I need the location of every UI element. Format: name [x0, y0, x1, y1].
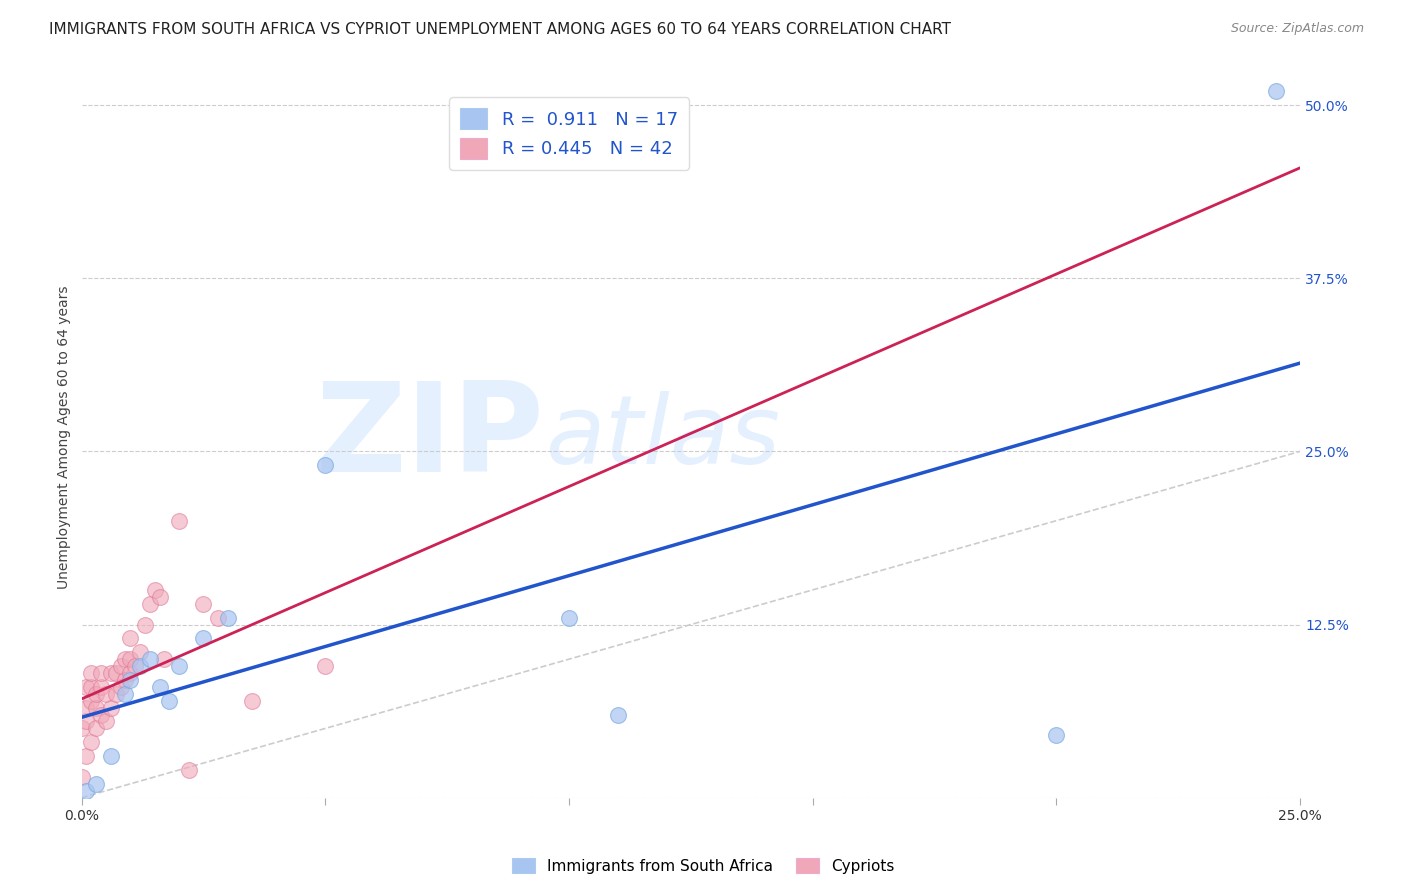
Point — [129, 645, 152, 659]
Point — [76, 749, 98, 764]
Point — [167, 659, 190, 673]
Point — [120, 632, 142, 646]
Point — [94, 714, 117, 729]
Point — [143, 582, 166, 597]
Point — [120, 673, 142, 687]
Point — [114, 687, 136, 701]
Point — [94, 687, 117, 701]
Point — [148, 590, 170, 604]
Point — [1045, 728, 1067, 742]
Point — [100, 666, 122, 681]
Point — [129, 659, 152, 673]
Point — [558, 610, 581, 624]
Point — [120, 652, 142, 666]
Point — [90, 680, 112, 694]
Point — [110, 659, 132, 673]
Point — [84, 700, 107, 714]
Point — [314, 659, 336, 673]
Point — [80, 735, 103, 749]
Point — [114, 652, 136, 666]
Y-axis label: Unemployment Among Ages 60 to 64 years: Unemployment Among Ages 60 to 64 years — [58, 285, 72, 590]
Point — [110, 680, 132, 694]
Point — [80, 680, 103, 694]
Point — [104, 687, 127, 701]
Point — [70, 722, 93, 736]
Legend: R =  0.911   N = 17, R = 0.445   N = 42: R = 0.911 N = 17, R = 0.445 N = 42 — [450, 97, 689, 169]
Point — [100, 700, 122, 714]
Text: ZIP: ZIP — [316, 377, 544, 498]
Text: IMMIGRANTS FROM SOUTH AFRICA VS CYPRIOT UNEMPLOYMENT AMONG AGES 60 TO 64 YEARS C: IMMIGRANTS FROM SOUTH AFRICA VS CYPRIOT … — [49, 22, 952, 37]
Point — [167, 514, 190, 528]
Point — [84, 687, 107, 701]
Point — [177, 763, 200, 777]
Point — [114, 673, 136, 687]
Point — [157, 694, 180, 708]
Text: atlas: atlas — [544, 391, 779, 484]
Point — [84, 722, 107, 736]
Point — [193, 597, 215, 611]
Point — [90, 666, 112, 681]
Point — [124, 659, 146, 673]
Legend: Immigrants from South Africa, Cypriots: Immigrants from South Africa, Cypriots — [506, 852, 900, 880]
Point — [207, 610, 229, 624]
Point — [240, 694, 263, 708]
Point — [1264, 84, 1286, 98]
Point — [134, 617, 156, 632]
Point — [76, 700, 98, 714]
Point — [80, 666, 103, 681]
Point — [193, 632, 215, 646]
Point — [606, 707, 628, 722]
Point — [217, 610, 239, 624]
Point — [84, 777, 107, 791]
Text: Source: ZipAtlas.com: Source: ZipAtlas.com — [1230, 22, 1364, 36]
Point — [76, 680, 98, 694]
Point — [80, 694, 103, 708]
Point — [100, 749, 122, 764]
Point — [139, 597, 162, 611]
Point — [139, 652, 162, 666]
Point — [153, 652, 176, 666]
Point — [90, 707, 112, 722]
Point — [314, 458, 336, 473]
Point — [148, 680, 170, 694]
Point — [76, 714, 98, 729]
Point — [120, 666, 142, 681]
Point — [70, 770, 93, 784]
Point — [76, 783, 98, 797]
Point — [104, 666, 127, 681]
